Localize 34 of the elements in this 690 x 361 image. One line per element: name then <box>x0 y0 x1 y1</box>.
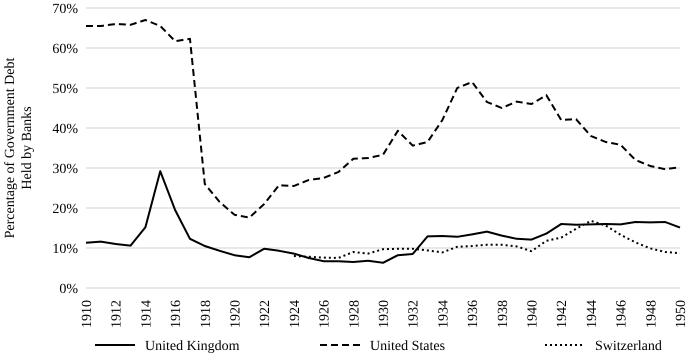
y-tick-label: 0% <box>59 282 78 297</box>
x-tick-label: 1928 <box>347 300 362 328</box>
y-tick-label: 10% <box>52 242 78 257</box>
x-tick-label: 1940 <box>526 300 540 328</box>
y-tick-label: 50% <box>52 82 78 97</box>
legend-label: United Kingdom <box>145 339 240 354</box>
line-series <box>85 170 681 264</box>
x-tick-label: 1924 <box>288 300 303 328</box>
x-tick-label: 1932 <box>406 300 422 328</box>
x-tick-label: 1938 <box>496 300 511 328</box>
x-tick-label: 1942 <box>555 300 570 328</box>
legend-label: United States <box>370 339 446 354</box>
x-tick-label: 1946 <box>614 300 630 328</box>
x-tick-label: 1934 <box>436 300 452 328</box>
y-tick-label: 40% <box>52 122 78 137</box>
legend-label: Switzerland <box>595 339 662 354</box>
x-tick-label: 1948 <box>644 300 660 328</box>
y-tick-label: 60% <box>52 42 78 57</box>
x-tick-label: 1944 <box>584 300 600 328</box>
x-tick-label: 1936 <box>466 300 482 328</box>
x-tick-label: 1920 <box>228 300 244 328</box>
x-tick-label: 1912 <box>110 300 125 328</box>
x-tick-label: 1914 <box>139 300 154 328</box>
x-tick-label: 1910 <box>80 300 95 328</box>
y-tick-label: 30% <box>52 162 78 177</box>
x-tick-label: 1916 <box>169 300 184 328</box>
y-tick-label: 70% <box>52 2 78 17</box>
y-axis-title: Percentage of Government Debt Held by Banks <box>3 58 35 238</box>
x-tick-label: 1926 <box>318 300 333 328</box>
y-tick-label: 20% <box>52 202 78 217</box>
x-tick-label: 1950 <box>674 300 689 328</box>
x-tick-label: 1930 <box>377 300 392 328</box>
x-tick-label: 1918 <box>198 300 214 328</box>
x-tick-label: 1922 <box>258 300 274 328</box>
